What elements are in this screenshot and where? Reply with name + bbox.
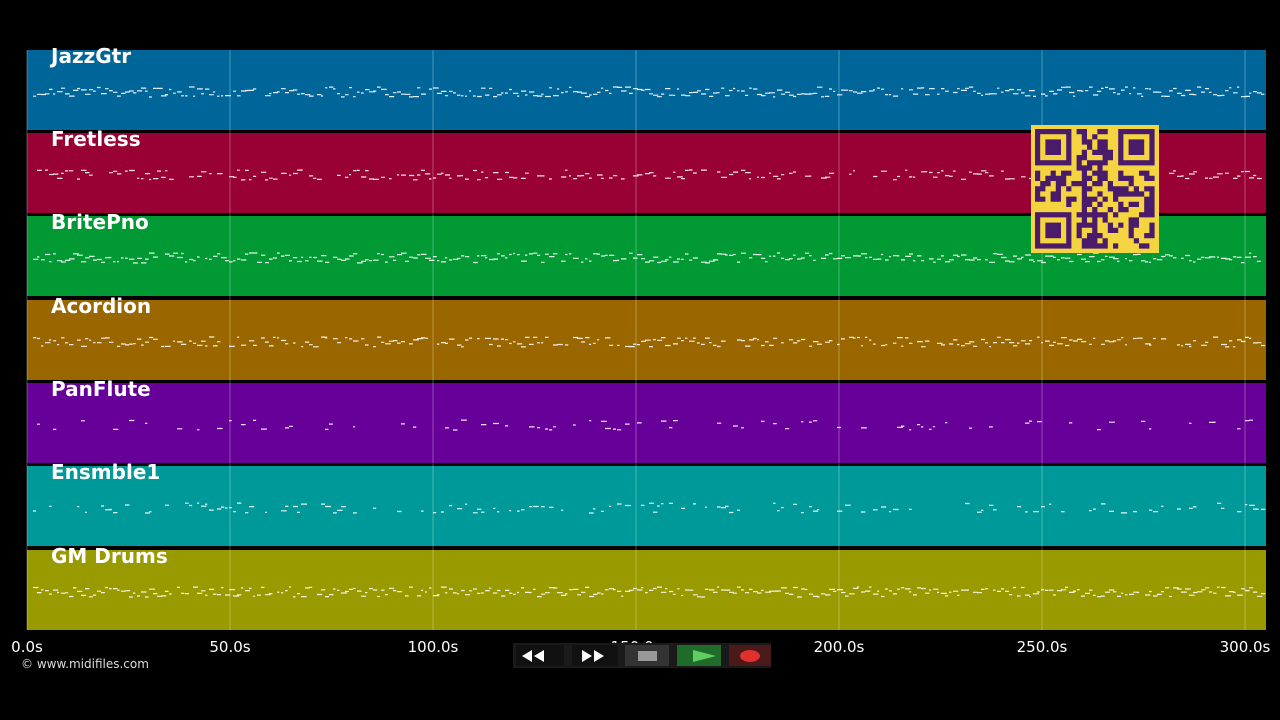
tracks: JazzGtr Fretless BritePno Acordion PanFlute E…: [27, 44, 1266, 630]
transport-controls: [513, 643, 771, 668]
track-name: Acordion: [51, 294, 151, 318]
track: PanFlute: [27, 377, 1266, 463]
tick-label: 50.0s: [209, 638, 250, 656]
tick-label: 0.0s: [11, 638, 43, 656]
track: JazzGtr: [27, 44, 1266, 130]
notes: [33, 86, 1265, 98]
play-button[interactable]: [677, 645, 721, 666]
record-icon: [740, 650, 760, 662]
track-name: GM Drums: [51, 544, 168, 568]
track-name: JazzGtr: [49, 44, 131, 68]
rewind-icon: [522, 650, 544, 662]
notes: [33, 252, 1261, 264]
qr-code: [1031, 125, 1159, 253]
track: Ensmble1: [27, 460, 1266, 546]
qr-modules: [1035, 129, 1155, 249]
forward-icon: [582, 650, 604, 662]
tick-label: 300.0s: [1220, 638, 1271, 656]
forward-button[interactable]: [572, 645, 618, 666]
copyright: © www.midifiles.com: [21, 657, 149, 671]
rewind-button[interactable]: [516, 645, 564, 666]
track: GM Drums: [27, 544, 1266, 630]
notes: [33, 586, 1266, 598]
record-button[interactable]: [729, 645, 771, 666]
notes: [33, 336, 1265, 348]
track: Acordion: [27, 294, 1266, 380]
tick-label: 200.0s: [814, 638, 865, 656]
play-icon: [693, 650, 716, 662]
track-name: PanFlute: [51, 377, 151, 401]
track-lane: [27, 383, 1266, 463]
qr-finder: [1045, 222, 1061, 239]
tick-label: 250.0s: [1017, 638, 1068, 656]
stop-icon: [638, 651, 657, 661]
qr-finder: [1045, 139, 1061, 155]
qr-finder: [1128, 139, 1145, 155]
track-name: Fretless: [51, 127, 141, 151]
notes: [37, 419, 1253, 431]
notes: [33, 502, 1266, 514]
track-lane: [27, 466, 1266, 546]
track-name: Ensmble1: [51, 460, 160, 484]
stop-button[interactable]: [625, 645, 669, 666]
tick-label: 100.0s: [408, 638, 459, 656]
track-name: BritePno: [51, 210, 149, 234]
